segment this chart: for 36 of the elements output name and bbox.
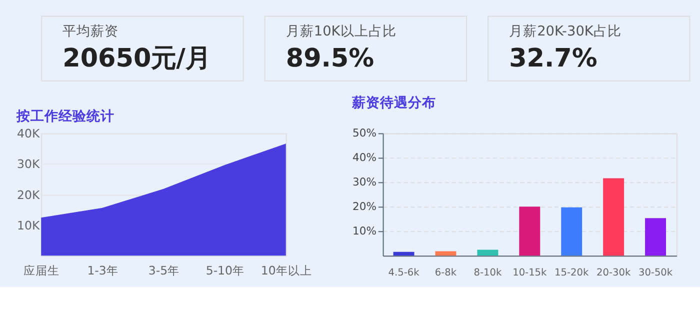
- y-tick-label: 40%: [352, 151, 376, 164]
- x-tick-label: 30-50k: [638, 268, 673, 279]
- bar: [645, 218, 666, 256]
- y-tick-label: 30K: [17, 157, 40, 172]
- bar: [519, 206, 540, 256]
- x-tick-label: 8-10k: [474, 268, 502, 279]
- y-tick-label: 10%: [352, 224, 376, 238]
- x-tick-label: 20-30k: [596, 268, 631, 279]
- x-tick-label: 4.5-6k: [388, 268, 420, 279]
- y-tick-label: 20%: [352, 200, 376, 214]
- chart-title: 薪资待遇分布: [351, 94, 436, 111]
- y-tick-label: 50%: [352, 126, 376, 140]
- y-tick-label: 20K: [17, 188, 40, 202]
- x-tick-label: 6-8k: [434, 268, 457, 279]
- text: 月薪10K以上占比: [286, 23, 396, 40]
- x-tick-label: 5-10年: [206, 264, 244, 278]
- x-tick-label: 10-15k: [512, 268, 548, 279]
- bar: [561, 207, 582, 256]
- bar: [435, 251, 456, 256]
- chart-title: 按工作经验统计: [16, 107, 115, 124]
- x-tick-label: 10年以上: [260, 264, 312, 278]
- x-tick-label: 1-3年: [87, 264, 118, 278]
- x-tick-label: 3-5年: [148, 264, 180, 278]
- text: 平均薪资: [62, 23, 119, 40]
- x-tick-label: 15-20k: [554, 268, 589, 279]
- y-tick-label: 10K: [17, 218, 40, 232]
- text: 32.7%: [509, 44, 598, 74]
- y-tick-label: 30%: [352, 176, 376, 189]
- bar: [393, 252, 414, 256]
- bar: [477, 250, 498, 256]
- x-tick-label: 应届生: [24, 264, 60, 278]
- y-tick-label: 40K: [17, 126, 40, 141]
- text: 20650元/月: [62, 44, 210, 74]
- text: 89.5%: [286, 44, 374, 74]
- text: 月薪20K-30K占比: [509, 23, 622, 40]
- bar: [603, 178, 624, 256]
